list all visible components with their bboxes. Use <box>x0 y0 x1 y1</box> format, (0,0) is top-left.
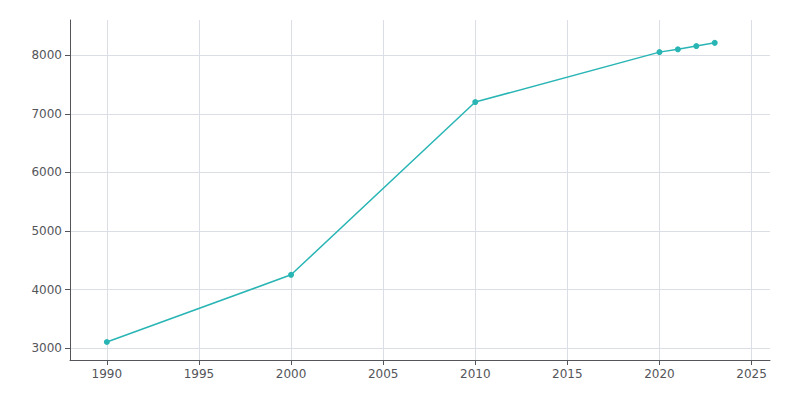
svg-text:2015: 2015 <box>552 367 583 381</box>
svg-text:5000: 5000 <box>31 224 62 238</box>
svg-text:2000: 2000 <box>276 367 307 381</box>
svg-text:8000: 8000 <box>31 48 62 62</box>
svg-text:2020: 2020 <box>644 367 675 381</box>
svg-text:7000: 7000 <box>31 107 62 121</box>
svg-text:2010: 2010 <box>460 367 491 381</box>
svg-text:4000: 4000 <box>31 283 62 297</box>
svg-text:1995: 1995 <box>184 367 215 381</box>
svg-text:2025: 2025 <box>736 367 767 381</box>
svg-text:2005: 2005 <box>368 367 399 381</box>
svg-text:3000: 3000 <box>31 341 62 355</box>
svg-text:1990: 1990 <box>92 367 123 381</box>
svg-text:6000: 6000 <box>31 165 62 179</box>
